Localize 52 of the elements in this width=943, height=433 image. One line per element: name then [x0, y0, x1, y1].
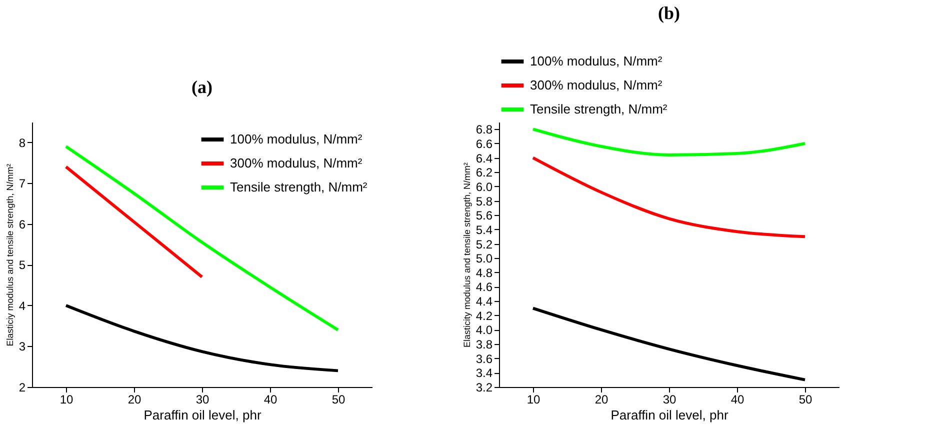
y-tick-label: 6 [18, 217, 26, 232]
legend-label: 100% modulus, N/mm² [230, 132, 363, 146]
y-axis-title: Elasticiy modulus and tensile strength, N/mm² [4, 164, 15, 346]
y-tick-label: 6.4 [476, 151, 493, 166]
y-tick-label: 7 [18, 176, 26, 191]
y-tick-label: 3.6 [476, 352, 493, 366]
y-tick-label: 8 [18, 136, 26, 150]
x-tick-label: 10 [526, 392, 540, 406]
y-tick-label: 4.0 [476, 323, 493, 338]
chart-title: (a) [192, 77, 212, 97]
y-tick-label: 5.8 [476, 194, 493, 208]
y-tick-label: 2 [18, 380, 26, 394]
x-tick-label: 40 [730, 392, 744, 406]
y-axis-title: Elasticity modulus and tensile strength, N/mm² [462, 162, 472, 348]
legend-label: Tensile strength, N/mm² [230, 180, 368, 194]
y-tick-label: 4.6 [476, 280, 493, 294]
line-series [532, 128, 806, 156]
legend-label: 300% modulus, N/mm² [230, 156, 363, 170]
legend-label: Tensile strength, N/mm² [530, 102, 668, 116]
y-tick-label: 3.2 [476, 380, 493, 394]
x-tick-label: 30 [662, 392, 676, 406]
y-tick-label: 5.6 [476, 208, 493, 223]
x-tick-label: 10 [60, 392, 74, 406]
y-tick-label: 6.2 [476, 166, 493, 180]
y-tick-label: 4.2 [476, 308, 493, 323]
x-tick-label: 30 [196, 392, 210, 406]
y-tick-label: 5.2 [476, 237, 493, 252]
y-tick-label: 4 [18, 298, 26, 313]
y-tick-label: 5 [18, 258, 26, 272]
x-tick-label: 50 [798, 392, 812, 406]
x-tick-label: 50 [332, 392, 346, 406]
line-series [532, 156, 806, 238]
y-tick-label: 3 [18, 340, 26, 354]
y-tick-label: 4.8 [476, 266, 493, 280]
y-tick-label: 4.4 [476, 294, 493, 309]
legend-label: 300% modulus, N/mm² [530, 78, 663, 92]
y-tick-label: 6.8 [476, 122, 493, 137]
y-tick-label: 3.8 [476, 338, 493, 352]
y-tick-label: 6.6 [476, 136, 493, 151]
x-axis-title: Paraffin oil level, phr [610, 408, 729, 422]
y-tick-label: 3.4 [476, 366, 493, 380]
x-tick-label: 20 [128, 392, 142, 406]
x-tick-label: 20 [594, 392, 608, 406]
legend-label: 100% modulus, N/mm² [530, 54, 663, 68]
y-tick-label: 5.4 [476, 222, 493, 237]
y-tick-label: 6.0 [476, 180, 493, 194]
y-tick-label: 5.0 [476, 252, 493, 266]
line-series [532, 306, 806, 382]
chart-title: (b) [658, 3, 680, 23]
line-series [64, 304, 340, 372]
x-tick-label: 40 [264, 392, 278, 406]
x-axis-title: Paraffin oil level, phr [144, 408, 262, 422]
